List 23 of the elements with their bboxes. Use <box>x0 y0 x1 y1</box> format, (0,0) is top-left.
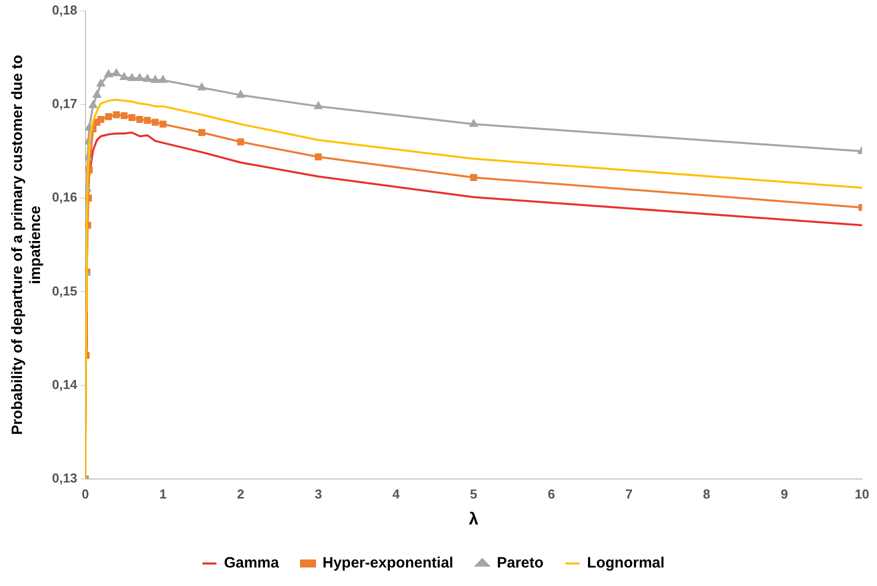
x-axis-title: λ <box>468 509 479 528</box>
y-tick-label: 0,18 <box>52 2 78 18</box>
x-tick-label: 9 <box>780 486 788 502</box>
x-tick-label: 0 <box>82 486 89 502</box>
x-tick-label: 10 <box>854 486 870 502</box>
y-tick-label: 0,17 <box>52 96 78 112</box>
y-tick-label: 0,13 <box>52 470 78 486</box>
x-tick-label: 5 <box>470 486 478 502</box>
y-tick-label: 0,15 <box>52 283 78 298</box>
legend-label: Pareto <box>496 554 544 572</box>
x-tick-label: 7 <box>625 486 633 502</box>
x-tick-label: 6 <box>548 486 555 502</box>
legend-label: Gamma <box>224 554 280 572</box>
legend-label: Lognormal <box>587 554 665 572</box>
x-tick-label: 2 <box>237 486 244 502</box>
x-tick-label: 3 <box>314 486 322 502</box>
y-axis-title: Probability of departure of a primary customer due to impatience <box>9 54 44 435</box>
y-tick-label: 0,14 <box>52 376 78 392</box>
y-tick-label: 0,16 <box>52 190 78 205</box>
legend-label: Hyper-exponential <box>322 554 454 572</box>
x-tick-label: 8 <box>703 486 710 502</box>
x-tick-label: 4 <box>392 486 400 502</box>
x-tick-label: 1 <box>159 486 167 502</box>
